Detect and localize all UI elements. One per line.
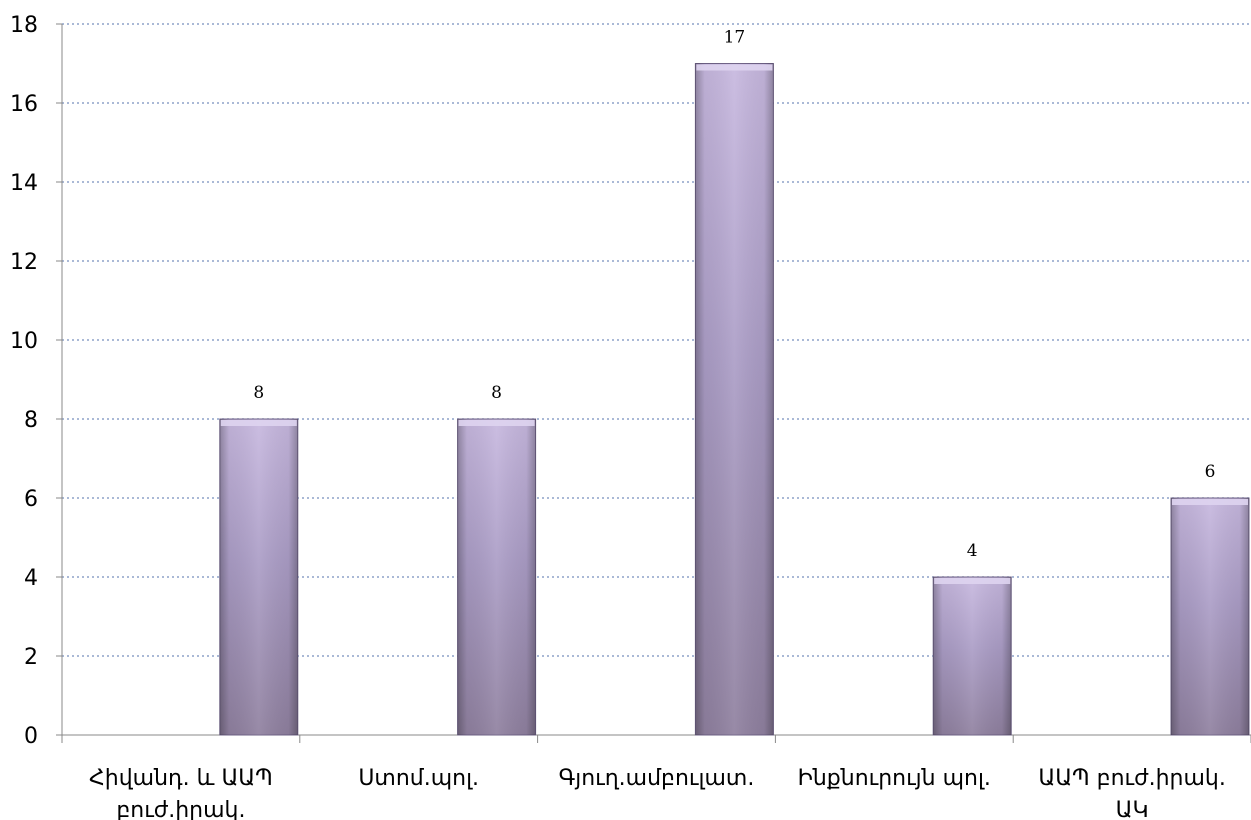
bars xyxy=(219,63,1250,736)
x-category-label: Ինքնուրույն պոլ. xyxy=(798,766,991,791)
x-category-label-line: ԱԿ xyxy=(1116,798,1149,820)
y-tick-label: 0 xyxy=(24,724,38,749)
data-label: 17 xyxy=(724,28,746,48)
bar-shade xyxy=(457,419,536,735)
bar-cap xyxy=(934,578,1011,584)
x-category-label-line: Գյուղ.ամբուլատ. xyxy=(559,766,755,791)
y-tick-label: 16 xyxy=(10,92,38,117)
x-category-label: ԱԱՊ բուժ.իրակ. ԱԿ xyxy=(1038,766,1225,820)
x-category-label-line: բուժ.իրակ. xyxy=(116,798,245,820)
x-category-label: Հիվանդ. և ԱԱՊ բուժ.իրակ. xyxy=(89,766,273,820)
y-tick-label: 12 xyxy=(10,250,38,275)
data-label: 4 xyxy=(967,541,978,561)
y-tick-label: 2 xyxy=(24,645,38,670)
y-tick-label: 14 xyxy=(10,171,38,196)
labels: 0 2 4 6 8 10 12 14 16 18 8 Հիվանդ. և ԱԱՊ բուժ.իրակ. 8… xyxy=(10,13,1226,820)
y-tick-label: 10 xyxy=(10,329,38,354)
bar-cap xyxy=(1172,499,1248,505)
data-label: 8 xyxy=(253,383,264,403)
bar-shade xyxy=(695,63,774,735)
x-category-label-line: Հիվանդ. և ԱԱՊ xyxy=(89,766,273,791)
data-label: 8 xyxy=(491,383,502,403)
bar-shade xyxy=(219,419,298,735)
gridlines xyxy=(62,23,1251,657)
x-category-label: Գյուղ.ամբուլատ. xyxy=(559,766,755,791)
bar-cap xyxy=(696,64,773,71)
y-tick-label: 18 xyxy=(10,13,38,38)
bar-shade xyxy=(1171,498,1249,735)
bar-shade xyxy=(933,577,1012,735)
x-category-label-line: Ինքնուրույն պոլ. xyxy=(798,766,991,791)
data-label: 6 xyxy=(1205,462,1216,482)
y-tick-label: 4 xyxy=(24,566,38,591)
x-category-label-line: Ստոմ.պոլ. xyxy=(358,766,479,791)
y-tick-label: 6 xyxy=(24,487,38,512)
bar-cap xyxy=(458,420,535,426)
x-category-label: Ստոմ.պոլ. xyxy=(358,766,479,791)
y-tick-label: 8 xyxy=(24,408,38,433)
bar-cap xyxy=(220,420,297,426)
x-category-label-line: ԱԱՊ բուժ.իրակ. xyxy=(1038,766,1225,791)
